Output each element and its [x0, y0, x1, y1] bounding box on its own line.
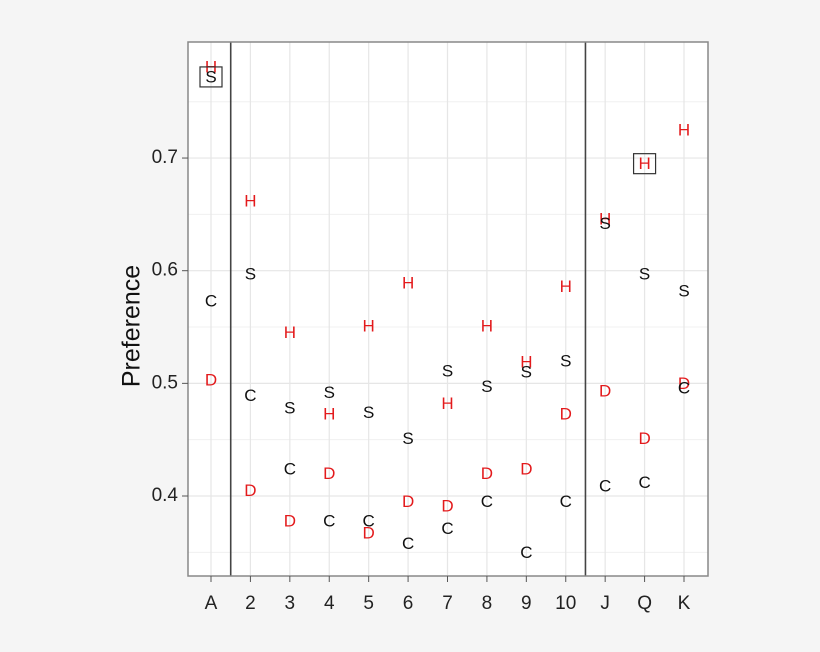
data-point-h: H	[402, 274, 414, 293]
y-tick-label: 0.5	[152, 372, 178, 393]
data-point-c: C	[599, 476, 611, 495]
data-point-c: C	[520, 543, 532, 562]
data-point-d: D	[205, 370, 217, 389]
data-point-s: S	[205, 67, 216, 86]
x-tick-label: 7	[442, 593, 453, 614]
data-point-h: H	[284, 323, 296, 342]
data-point-d: D	[599, 382, 611, 401]
x-tick-label: K	[678, 593, 691, 614]
data-point-s: S	[245, 265, 256, 284]
data-point-d: D	[323, 464, 335, 483]
x-tick-label: 3	[285, 593, 296, 614]
data-point-h: H	[244, 191, 256, 210]
data-point-d: D	[481, 464, 493, 483]
group-separators	[229, 42, 587, 576]
data-point-d: D	[520, 459, 532, 478]
data-point-h: H	[441, 394, 453, 413]
data-point-c: C	[638, 473, 650, 492]
data-point-s: S	[442, 361, 453, 380]
data-point-s: S	[363, 403, 374, 422]
data-point-s: S	[324, 383, 335, 402]
data-point-c: C	[284, 459, 296, 478]
data-point-h: H	[481, 316, 493, 335]
grid-lines	[188, 42, 708, 576]
x-tick-label: 9	[521, 593, 532, 614]
data-point-h: H	[560, 277, 572, 296]
data-point-c: C	[441, 519, 453, 538]
data-point-d: D	[441, 497, 453, 516]
data-point-h: H	[638, 154, 650, 173]
x-tick-label: 4	[324, 593, 335, 614]
data-point-c: C	[323, 511, 335, 530]
data-point-c: C	[481, 492, 493, 511]
data-point-c: C	[560, 492, 572, 511]
data-point-s: S	[678, 281, 689, 300]
data-point-h: H	[520, 352, 532, 371]
y-tick-label: 0.7	[152, 147, 178, 168]
data-point-s: S	[599, 214, 610, 233]
data-point-c: C	[244, 386, 256, 405]
data-point-h: H	[323, 404, 335, 423]
data-point-d: D	[638, 429, 650, 448]
data-point-d: D	[678, 374, 690, 393]
y-tick-label: 0.4	[152, 485, 179, 506]
data-point-s: S	[402, 429, 413, 448]
x-tick-label: J	[600, 593, 610, 614]
data-point-h: H	[678, 120, 690, 139]
data-point-s: S	[560, 351, 571, 370]
data-point-h: H	[599, 209, 611, 228]
data-point-s: S	[284, 399, 295, 418]
data-point-d: D	[284, 511, 296, 530]
x-tick-label: 5	[363, 593, 374, 614]
data-point-d: D	[560, 404, 572, 423]
data-point-c: C	[205, 292, 217, 311]
x-tick-label: 10	[555, 593, 576, 614]
data-point-h: H	[363, 316, 375, 335]
y-axis: 0.4 0.5 0.6 0.7	[152, 147, 188, 506]
data-point-s: S	[639, 265, 650, 284]
highlight-box	[199, 66, 223, 88]
y-axis-label: Preference	[118, 265, 146, 387]
data-point-s: S	[481, 377, 492, 396]
data-point-s: S	[521, 363, 532, 382]
data-point-c: C	[678, 378, 690, 397]
x-tick-label: 6	[403, 593, 414, 614]
data-point-c: C	[402, 534, 414, 553]
x-tick-label: Q	[637, 593, 652, 614]
data-point-c: C	[363, 511, 375, 530]
x-tick-label: A	[205, 593, 218, 614]
y-tick-label: 0.6	[152, 260, 178, 281]
data-point-d: D	[363, 524, 375, 543]
data-point-d: D	[402, 492, 414, 511]
highlight-box	[632, 153, 657, 175]
x-tick-label: 2	[245, 593, 256, 614]
x-axis: A 2 3 4 5 6 7 8 9 10 J Q K	[205, 576, 691, 614]
data-point-d: D	[244, 481, 256, 500]
x-tick-label: 8	[482, 593, 493, 614]
